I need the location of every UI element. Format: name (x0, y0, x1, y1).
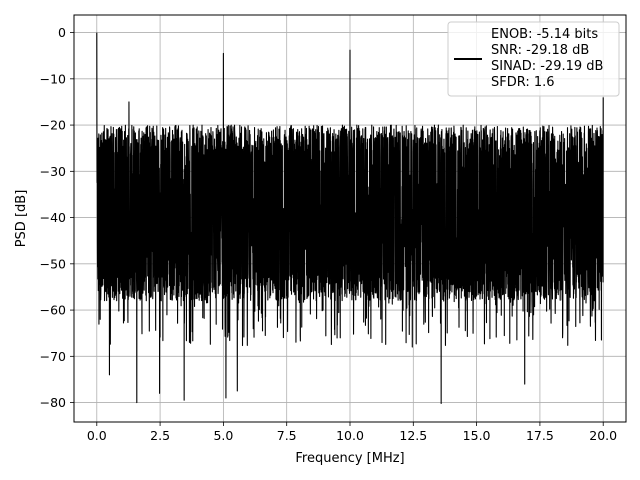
y-tick-label: −40 (40, 210, 66, 225)
y-tick-label: −50 (40, 256, 66, 271)
legend-enob: ENOB: -5.14 bits (491, 27, 598, 42)
x-axis: 0.0 2.5 5.0 7.5 10.0 12.5 15.0 17.5 20.0 (87, 422, 617, 443)
y-axis: 0 −10 −20 −30 −40 −50 −60 −70 −80 (40, 25, 74, 410)
x-tick-label: 15.0 (463, 428, 491, 443)
x-tick-label: 5.0 (213, 428, 233, 443)
x-tick-label: 0.0 (87, 428, 107, 443)
psd-line (96, 32, 604, 405)
y-axis-label: PSD [dB] (14, 190, 29, 248)
y-tick-label: −80 (40, 395, 66, 410)
y-tick-label: −70 (40, 349, 66, 364)
y-tick-label: −30 (40, 164, 66, 179)
legend-snr: SNR: -29.18 dB (491, 43, 589, 58)
y-tick-label: −20 (40, 118, 66, 133)
x-tick-label: 10.0 (336, 428, 364, 443)
x-tick-label: 17.5 (526, 428, 554, 443)
legend-sfdr: SFDR: 1.6 (491, 75, 555, 90)
legend-box (447, 21, 620, 97)
y-tick-label: −10 (40, 71, 66, 86)
legend-sinad: SINAD: -29.19 dB (491, 59, 603, 74)
y-tick-label: 0 (58, 25, 66, 40)
psd-series (96, 32, 604, 405)
legend: ENOB: -5.14 bits SNR: -29.18 dB SINAD: -… (447, 21, 620, 97)
y-tick-label: −60 (40, 303, 66, 318)
x-tick-label: 12.5 (399, 428, 427, 443)
x-axis-label: Frequency [MHz] (295, 451, 404, 466)
x-tick-label: 2.5 (150, 428, 170, 443)
x-tick-label: 7.5 (277, 428, 297, 443)
x-tick-label: 20.0 (589, 428, 617, 443)
